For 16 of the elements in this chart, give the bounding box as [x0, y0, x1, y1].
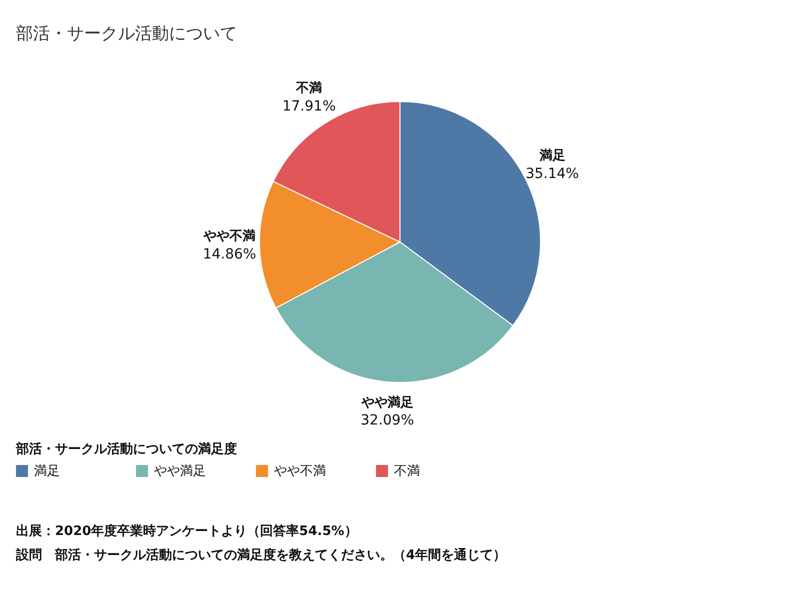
- legend-label: 満足: [34, 463, 60, 480]
- slice-label: やや不満: [202, 229, 256, 244]
- text: 出展：2020年度卒業時アンケートより（回答率54.5%）: [16, 522, 358, 541]
- text: 設問 部活・サークル活動についての満足度を教えてください。（4年間を通じて）: [16, 546, 506, 565]
- legend-label: 不満: [394, 463, 420, 480]
- data-label: 35.14%: [526, 166, 579, 182]
- legend-label: やや満足: [154, 463, 206, 480]
- chart-title: 部活・サークル活動について: [16, 23, 237, 45]
- slice-label: やや満足: [360, 395, 414, 410]
- legend-label: やや不満: [274, 463, 326, 480]
- legend-title: 部活・サークル活動についての満足度: [16, 440, 238, 458]
- data-label: 17.91%: [282, 98, 336, 114]
- slice-label: 不満: [295, 81, 322, 96]
- data-label: 14.86%: [202, 246, 256, 262]
- data-label: 32.09%: [360, 412, 414, 429]
- slice-label: 満足: [538, 148, 566, 164]
